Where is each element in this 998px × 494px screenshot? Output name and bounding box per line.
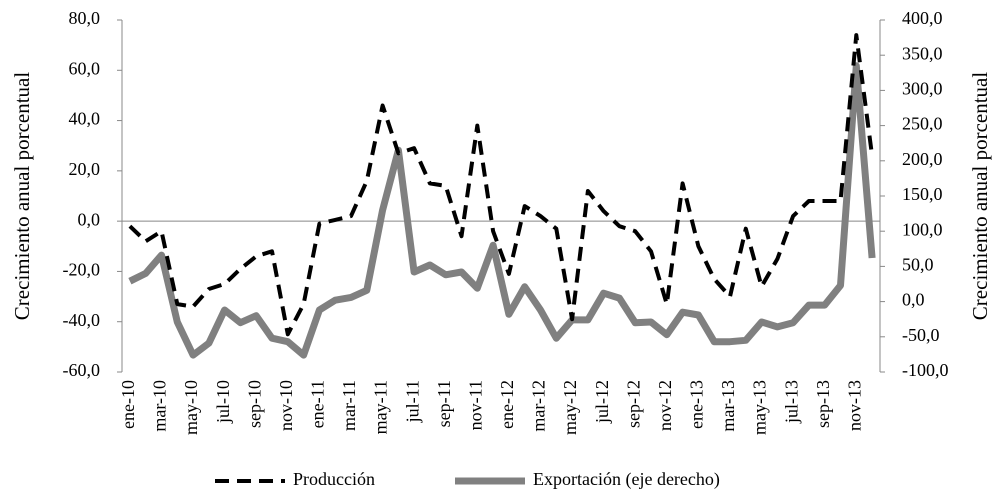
y2-axis-label: Crecimiento anual porcentual (968, 72, 992, 321)
x-tick-label: may-11 (371, 380, 391, 434)
x-tick-label: ene-13 (687, 380, 707, 429)
x-tick-label: ene-12 (497, 380, 517, 429)
x-tick-label: ene-11 (308, 380, 328, 428)
y-tick-label: -20,0 (63, 260, 101, 280)
x-tick-label: sep-11 (434, 380, 454, 427)
series-line (128, 33, 875, 337)
y2-tick-label: 200,0 (902, 149, 943, 169)
y2-tick-label: 250,0 (902, 114, 943, 134)
x-tick-label: jul-13 (781, 380, 801, 424)
y2-tick-label: -50,0 (902, 325, 940, 345)
y-tick-label: 60,0 (69, 58, 101, 78)
x-tick-label: jul-10 (213, 380, 233, 424)
y-tick-label: -60,0 (63, 360, 101, 380)
x-tick-label: sep-12 (623, 380, 643, 428)
series-line (128, 62, 876, 359)
x-tick-label: may-10 (181, 380, 201, 435)
x-tick-label: mar-13 (718, 380, 738, 432)
x-tick-label: mar-12 (529, 380, 549, 432)
x-tick-label: nov-13 (844, 380, 864, 431)
x-tick-label: nov-11 (465, 380, 485, 430)
x-tick-label: nov-10 (276, 380, 296, 431)
y-tick-label: 40,0 (69, 109, 101, 129)
y2-tick-label: 0,0 (902, 290, 925, 310)
y2-tick-label: 150,0 (902, 184, 943, 204)
x-tick-label: may-13 (750, 380, 770, 435)
x-tick-label: sep-13 (813, 380, 833, 428)
x-tick-label: mar-10 (150, 380, 170, 432)
y2-tick-label: 100,0 (902, 219, 943, 239)
x-tick-label: jul-11 (402, 380, 422, 423)
x-tick-label: mar-11 (339, 380, 359, 431)
y-tick-label: 80,0 (69, 8, 101, 28)
x-tick-label: sep-10 (244, 380, 264, 428)
x-tick-label: ene-10 (118, 380, 138, 429)
y2-tick-label: 350,0 (902, 43, 943, 63)
y2-tick-label: 400,0 (902, 8, 943, 28)
x-tick-label: nov-12 (655, 380, 675, 431)
y-tick-label: -40,0 (63, 310, 101, 330)
y-axis-label: Crecimiento anual porcentual (10, 72, 34, 321)
legend-label: Producción (293, 469, 375, 489)
y-tick-label: 20,0 (69, 159, 101, 179)
y2-tick-label: -100,0 (902, 360, 949, 380)
x-tick-label: jul-12 (592, 380, 612, 424)
x-tick-label: may-12 (560, 380, 580, 435)
legend-label: Exportación (eje derecho) (533, 469, 720, 490)
y-tick-label: 0,0 (78, 209, 101, 229)
y2-tick-label: 300,0 (902, 79, 943, 99)
y2-tick-label: 50,0 (902, 255, 934, 275)
